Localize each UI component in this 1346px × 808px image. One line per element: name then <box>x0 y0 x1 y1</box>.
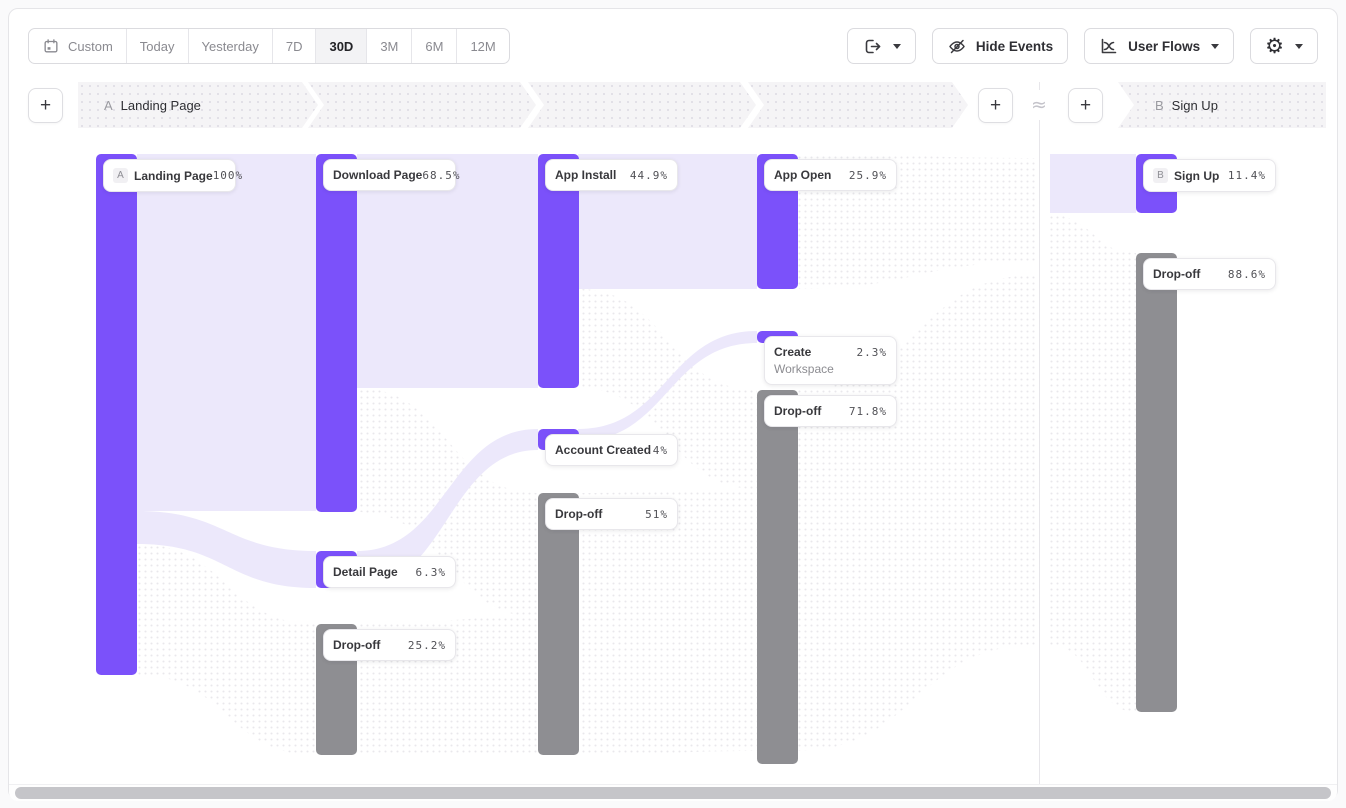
add-step-button-b[interactable]: + <box>1068 88 1103 123</box>
dropoff-col1-label[interactable]: Drop-off 25.2% <box>323 629 456 661</box>
node-percentage: 88.6% <box>1227 267 1266 281</box>
date-range-7d[interactable]: 7D <box>273 29 317 63</box>
node-name: Drop-off <box>774 404 822 418</box>
date-range-6m[interactable]: 6M <box>412 29 458 63</box>
flow-path-a-segment-4[interactable] <box>748 82 968 128</box>
step-badge-a: A <box>113 168 128 183</box>
node-name: Drop-off <box>333 638 381 652</box>
gear-icon: ⚙ <box>1265 33 1284 58</box>
detail-page-label[interactable]: Detail Page 6.3% <box>323 556 456 588</box>
view-mode-button[interactable]: User Flows <box>1084 28 1235 64</box>
dropoff-col2-label[interactable]: Drop-off 51% <box>545 498 678 530</box>
flows-chart-icon <box>1099 36 1119 56</box>
date-range-30d[interactable]: 30D <box>316 29 368 63</box>
node-name: App Open <box>774 168 832 182</box>
date-range-control: Custom Today Yesterday 7D 30D 3M 6M 12M <box>28 28 510 64</box>
node-name: Drop-off <box>555 507 603 521</box>
dropoff-col3-label[interactable]: Drop-off 71.8% <box>764 395 897 427</box>
flow-path-b[interactable] <box>1118 82 1326 128</box>
scrollbar-thumb[interactable] <box>15 787 1331 799</box>
hide-events-label: Hide Events <box>975 38 1054 54</box>
flow-b-label: B Sign Up <box>1155 97 1218 113</box>
settings-button[interactable]: ⚙ <box>1250 28 1318 64</box>
node-name: Create <box>774 345 812 359</box>
node-percentage: 6.3% <box>415 565 446 579</box>
step-badge-b: B <box>1155 97 1164 113</box>
chevron-down-icon <box>1211 43 1220 49</box>
date-range-3m[interactable]: 3M <box>367 29 413 63</box>
node-name: Detail Page <box>333 565 398 579</box>
node-percentage: 25.2% <box>407 638 446 652</box>
hide-events-button[interactable]: Hide Events <box>931 28 1069 64</box>
toolbar: Custom Today Yesterday 7D 30D 3M 6M 12M Hide E <box>28 28 1318 64</box>
toolbar-actions: Hide Events User Flows ⚙ <box>846 28 1318 64</box>
node-percentage: 100% <box>212 169 244 182</box>
download-page-label[interactable]: Download Page 68.5% <box>323 159 459 191</box>
add-step-button-a[interactable]: + <box>978 88 1013 123</box>
flow-path-a-segment-1[interactable] <box>78 82 318 128</box>
export-button[interactable] <box>846 28 916 64</box>
calendar-icon <box>42 37 60 55</box>
node-name: Drop-off <box>1153 267 1201 281</box>
date-range-12m[interactable]: 12M <box>470 38 496 54</box>
app-install-label[interactable]: App Install 44.9% <box>545 159 678 191</box>
create-workspace-label[interactable]: Create 2.3% Workspace <box>764 336 897 385</box>
flow-a-label: A Landing Page <box>104 97 201 113</box>
step-badge-a: A <box>104 97 113 113</box>
section-divider <box>1039 82 1040 786</box>
chevron-down-icon <box>1295 43 1303 49</box>
node-name-line2: Workspace <box>774 362 834 376</box>
approx-connector-icon: ≈ <box>1025 90 1053 120</box>
step-badge-b: B <box>1153 168 1168 183</box>
sign-up-label[interactable]: B Sign Up 11.4% <box>1143 159 1276 192</box>
date-range-custom[interactable]: Custom <box>29 29 127 63</box>
node-name: Landing Page <box>134 168 213 183</box>
node-percentage: 51% <box>645 507 668 521</box>
node-percentage: 44.9% <box>629 168 668 182</box>
account-created-label[interactable]: Account Created 4% <box>545 434 678 466</box>
add-step-button-start[interactable]: + <box>28 88 63 123</box>
date-range-yesterday[interactable]: Yesterday <box>189 29 273 63</box>
node-name: Download Page <box>333 168 423 182</box>
date-range-today[interactable]: Today <box>127 29 189 63</box>
node-name: App Install <box>555 168 617 182</box>
landing-page-label[interactable]: A Landing Page 100% <box>103 159 242 192</box>
node-percentage: 2.3% <box>856 345 887 359</box>
flow-path-a-segment-3[interactable] <box>528 82 756 128</box>
node-name: Account Created <box>555 443 652 457</box>
node-percentage: 11.4% <box>1227 169 1266 182</box>
node-percentage: 25.9% <box>848 168 887 182</box>
node-percentage: 71.8% <box>848 404 887 418</box>
chevron-down-icon <box>892 43 901 49</box>
node-name: Sign Up <box>1174 168 1220 183</box>
eye-off-icon <box>947 36 967 56</box>
node-percentage: 68.5% <box>422 168 461 182</box>
dropoff-b-label[interactable]: Drop-off 88.6% <box>1143 258 1276 290</box>
node-percentage: 4% <box>652 443 668 457</box>
export-icon <box>862 36 882 56</box>
flow-path-a-segment-2[interactable] <box>308 82 536 128</box>
app-open-label[interactable]: App Open 25.9% <box>764 159 897 191</box>
horizontal-scrollbar <box>9 784 1337 801</box>
user-flows-label: User Flows <box>1128 38 1201 54</box>
